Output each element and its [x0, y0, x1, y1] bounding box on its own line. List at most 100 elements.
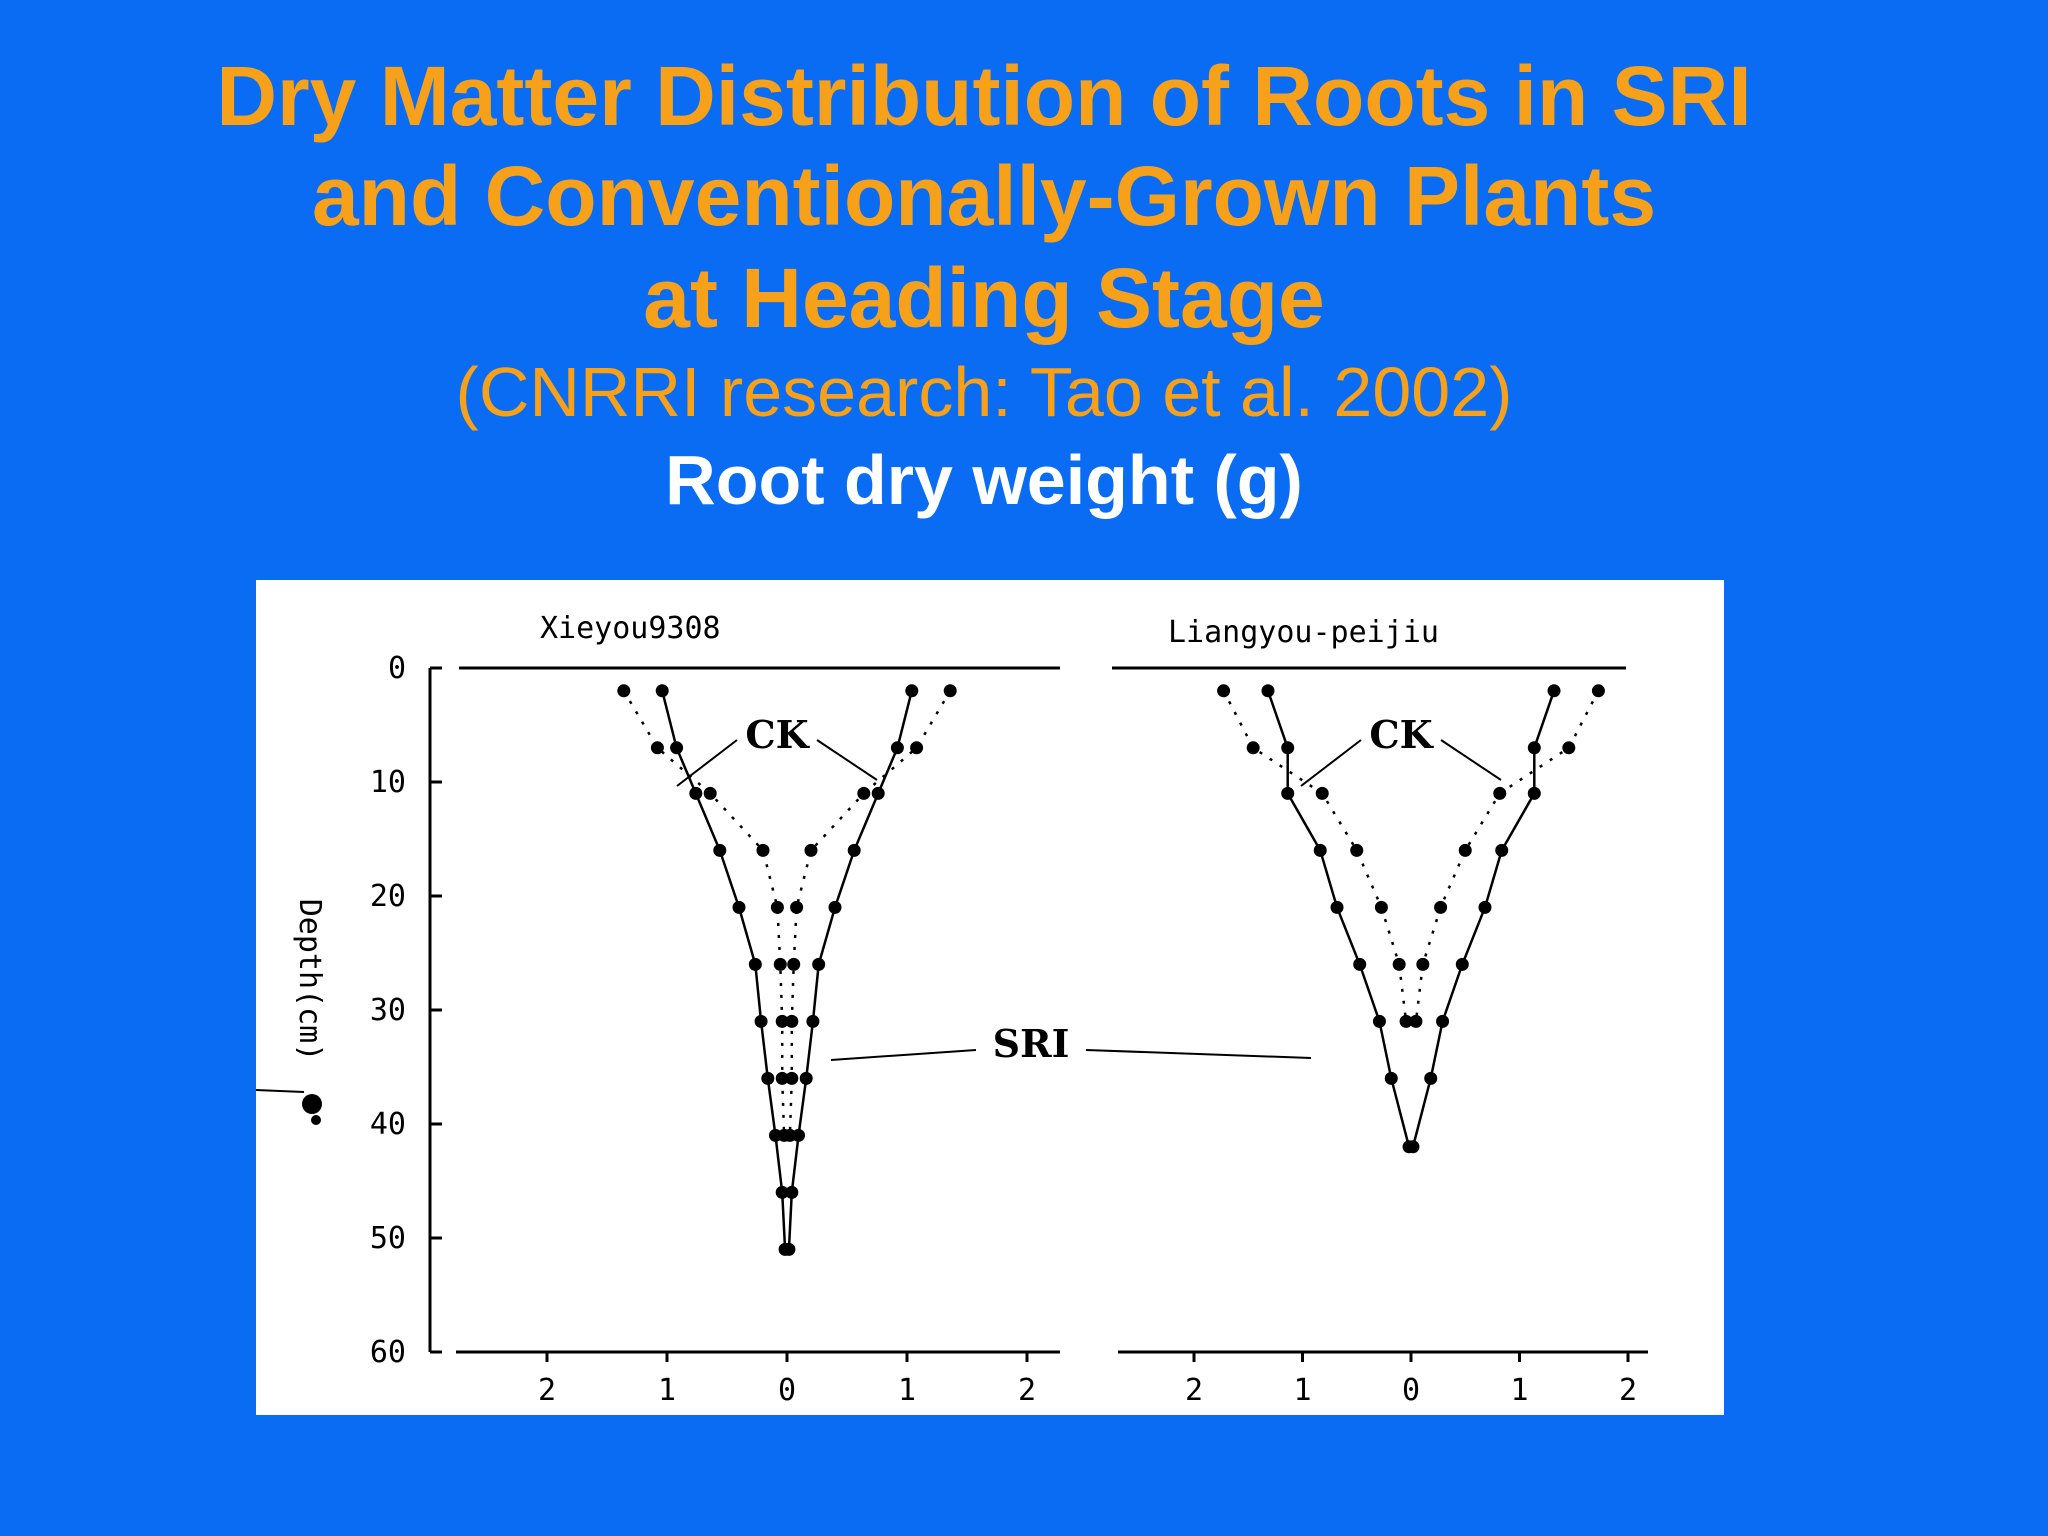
- data-point-ck: [713, 843, 727, 857]
- y-axis-label: Depth(cm): [292, 899, 327, 1062]
- data-point-sri: [1315, 786, 1329, 800]
- data-point-ck: [1281, 741, 1295, 755]
- data-point-sri: [785, 1014, 799, 1028]
- x-tick-label: 2: [1018, 1373, 1036, 1408]
- y-tick-label: 20: [370, 879, 406, 914]
- data-point-sri: [783, 1128, 797, 1142]
- data-point-ck: [1436, 1014, 1450, 1028]
- x-tick-label: 1: [1293, 1373, 1311, 1408]
- chart-panel-1: Xieyou9308 2 1 0 1 2 CK: [456, 611, 1060, 1408]
- data-point-sri: [1409, 1014, 1423, 1028]
- data-point-ck: [785, 1185, 799, 1199]
- series-line-ck-left: [660, 690, 787, 1250]
- series-line-ck-right: [787, 690, 914, 1250]
- data-point-ck: [732, 900, 746, 914]
- data-point-ck: [812, 957, 826, 971]
- data-point-ck: [761, 1071, 775, 1085]
- chart-figure: 0 10 20 30 40 50 60 Depth(cm) Xieyou9308 2 1 0 1 2 CK L…: [256, 580, 1724, 1415]
- series-line-sri-right: [788, 690, 952, 1136]
- data-point-sri: [910, 741, 924, 755]
- data-point-sri: [1458, 843, 1472, 857]
- data-point-ck: [1547, 684, 1561, 698]
- panel-title: Xieyou9308: [540, 611, 721, 646]
- data-point-ck: [847, 843, 861, 857]
- data-point-sri: [773, 957, 787, 971]
- x-tick-label: 1: [898, 1373, 916, 1408]
- data-point-ck: [905, 684, 919, 698]
- data-point-sri: [787, 957, 801, 971]
- data-point-ck: [748, 957, 762, 971]
- data-point-sri: [617, 684, 631, 698]
- data-point-sri: [1493, 786, 1507, 800]
- data-point-ck: [871, 786, 885, 800]
- data-point-sri: [804, 843, 818, 857]
- y-tick-label: 60: [370, 1335, 406, 1370]
- annotation-pointer: [830, 1049, 977, 1061]
- data-point-sri: [1562, 741, 1576, 755]
- x-tick-label: 1: [1510, 1373, 1528, 1408]
- data-point-ck: [1281, 786, 1295, 800]
- slide-title-line-1: Dry Matter Distribution of Roots in SRI: [216, 49, 1752, 143]
- x-tick-label: 0: [778, 1373, 796, 1408]
- data-point-sri: [1217, 684, 1231, 698]
- data-point-ck: [782, 1242, 796, 1256]
- data-point-ck: [1478, 900, 1492, 914]
- data-point-sri: [785, 1071, 799, 1085]
- data-point-ck: [775, 1185, 789, 1199]
- annotation-pointer: [1440, 739, 1502, 781]
- data-point-ck: [1353, 957, 1367, 971]
- data-point-ck: [670, 741, 684, 755]
- data-point-sri: [1392, 957, 1406, 971]
- data-point-sri: [650, 741, 664, 755]
- data-point-sri: [1416, 957, 1430, 971]
- x-axis-label: Root dry weight (g): [665, 441, 1303, 519]
- data-point-sri: [857, 786, 871, 800]
- y-tick-label: 40: [370, 1107, 406, 1142]
- x-tick-label: 2: [538, 1373, 556, 1408]
- data-point-ck: [828, 900, 842, 914]
- x-tick-label: 0: [1402, 1373, 1420, 1408]
- data-point-ck: [1455, 957, 1469, 971]
- annotation-pointer: [816, 739, 878, 781]
- data-point-ck: [1330, 900, 1344, 914]
- slide-subtitle: (CNRRI research: Tao et al. 2002): [455, 353, 1513, 431]
- data-point-sri: [770, 900, 784, 914]
- annotation-pointer: [676, 739, 738, 787]
- plant-mark-stem: [256, 1089, 305, 1093]
- series-line-sri-left: [622, 690, 786, 1136]
- data-point-ck: [1495, 843, 1509, 857]
- slide-title-line-2: and Conventionally-Grown Plants: [311, 149, 1657, 243]
- data-point-ck: [1261, 684, 1275, 698]
- data-point-ck: [1406, 1140, 1420, 1154]
- chart-panel-2: Liangyou-peijiu 2 1 0 1 2 CK: [1112, 615, 1648, 1408]
- data-point-sri: [790, 900, 804, 914]
- data-point-ck: [799, 1071, 813, 1085]
- data-point-ck: [1372, 1014, 1386, 1028]
- data-point-ck: [1527, 741, 1541, 755]
- data-point-sri: [1591, 684, 1605, 698]
- data-point-ck: [655, 684, 669, 698]
- data-point-ck: [689, 786, 703, 800]
- data-point-ck: [1313, 843, 1327, 857]
- y-tick-label: 50: [370, 1221, 406, 1256]
- data-point-sri: [703, 786, 717, 800]
- data-point-ck: [1424, 1071, 1438, 1085]
- data-point-sri: [756, 843, 770, 857]
- data-point-ck: [806, 1014, 820, 1028]
- y-tick-label: 30: [370, 993, 406, 1028]
- plant-mark-blob: [311, 1115, 321, 1125]
- annotation-sri: SRI: [993, 1021, 1070, 1066]
- data-point-sri: [1246, 741, 1260, 755]
- annotation-ck: CK: [1369, 712, 1434, 757]
- annotation-pointer: [1085, 1049, 1312, 1059]
- x-tick-label: 2: [1619, 1373, 1637, 1408]
- annotation-ck: CK: [745, 712, 810, 757]
- data-point-sri: [943, 684, 957, 698]
- x-tick-label: 2: [1185, 1373, 1203, 1408]
- data-point-ck: [754, 1014, 768, 1028]
- data-point-ck: [890, 741, 904, 755]
- data-point-ck: [1384, 1071, 1398, 1085]
- data-point-sri: [1399, 1014, 1413, 1028]
- y-tick-label: 0: [388, 651, 406, 686]
